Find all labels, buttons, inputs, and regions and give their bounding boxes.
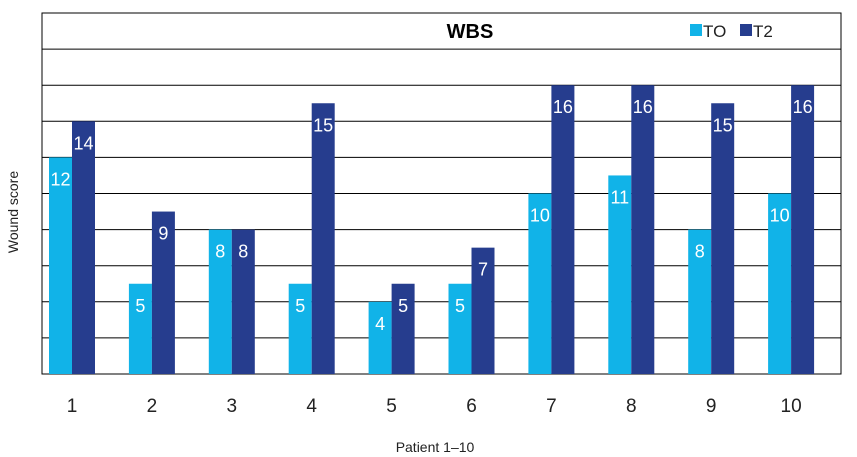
bar-t2-patient-7 [551, 85, 575, 374]
data-label-to-patient-4: 5 [295, 296, 305, 316]
data-label-to-patient-6: 5 [455, 296, 465, 316]
legend-label-t2: T2 [753, 22, 773, 41]
plot-area [41, 12, 842, 375]
bar-t2-patient-1 [72, 121, 95, 374]
data-label-t2-patient-2: 9 [158, 224, 168, 244]
x-tick-label: 5 [386, 396, 397, 417]
data-label-t2-patient-9: 15 [713, 115, 733, 135]
bar-to-patient-8 [608, 175, 632, 374]
bar-t2-patient-6 [471, 247, 495, 374]
bar-t2-patient-3 [231, 229, 255, 374]
bar-t2-patient-4 [311, 103, 335, 374]
x-tick-labels: 1 2 3 4 5 6 7 8 9 10 [67, 396, 802, 417]
data-label-t2-patient-8: 16 [633, 97, 653, 117]
bar-t2-patient-2 [151, 211, 175, 374]
data-label-t2-patient-10: 16 [793, 97, 813, 117]
grid-lines [42, 48, 841, 339]
data-label-to-patient-5: 4 [375, 314, 385, 334]
bar-to-patient-9 [688, 229, 712, 374]
x-axis-label: Patient 1–10 [396, 439, 475, 455]
chart-title: WBS [447, 21, 494, 43]
data-label-t2-patient-6: 7 [478, 260, 488, 280]
x-tick-label: 1 [67, 396, 78, 417]
data-label-to-patient-2: 5 [135, 296, 145, 316]
bar-to-patient-5 [368, 301, 392, 374]
data-label-to-patient-9: 8 [695, 242, 705, 262]
x-tick-label: 8 [626, 396, 637, 417]
data-label-t2-patient-5: 5 [398, 296, 408, 316]
legend-swatch-to [690, 24, 702, 36]
legend-swatch-t2 [740, 24, 752, 36]
bar-t2-patient-9 [711, 103, 735, 374]
data-label-t2-patient-1: 14 [73, 133, 93, 153]
data-label-t2-patient-3: 8 [238, 242, 248, 262]
bar-to-patient-1 [49, 157, 72, 374]
x-tick-label: 9 [706, 396, 717, 417]
bar-to-patient-10 [768, 193, 792, 374]
data-label-to-patient-8: 11 [610, 187, 629, 207]
bar-t2-patient-8 [631, 85, 655, 374]
data-label-to-patient-3: 8 [215, 242, 225, 262]
x-tick-label: 6 [466, 396, 477, 417]
bar-to-patient-4 [288, 283, 312, 374]
bar-to-patient-6 [448, 283, 472, 374]
bar-to-patient-7 [528, 193, 552, 374]
data-label-to-patient-10: 10 [770, 206, 790, 226]
y-axis-label: Wound score [5, 171, 21, 253]
x-tick-label: 7 [546, 396, 557, 417]
data-label-to-patient-1: 12 [50, 169, 70, 189]
x-tick-label: 3 [227, 396, 238, 417]
bar-t2-patient-10 [791, 85, 815, 374]
x-tick-label: 4 [306, 396, 317, 417]
bar-t2-patient-5 [391, 283, 415, 374]
data-label-to-patient-7: 10 [530, 206, 550, 226]
bar-to-patient-2 [128, 283, 152, 374]
bar-to-patient-3 [208, 229, 232, 374]
legend-label-to: TO [703, 22, 726, 41]
data-label-t2-patient-7: 16 [553, 97, 573, 117]
x-tick-label: 2 [147, 396, 158, 417]
x-tick-label: 10 [781, 396, 802, 417]
legend: TO T2 [690, 22, 773, 41]
data-label-t2-patient-4: 15 [313, 115, 333, 135]
